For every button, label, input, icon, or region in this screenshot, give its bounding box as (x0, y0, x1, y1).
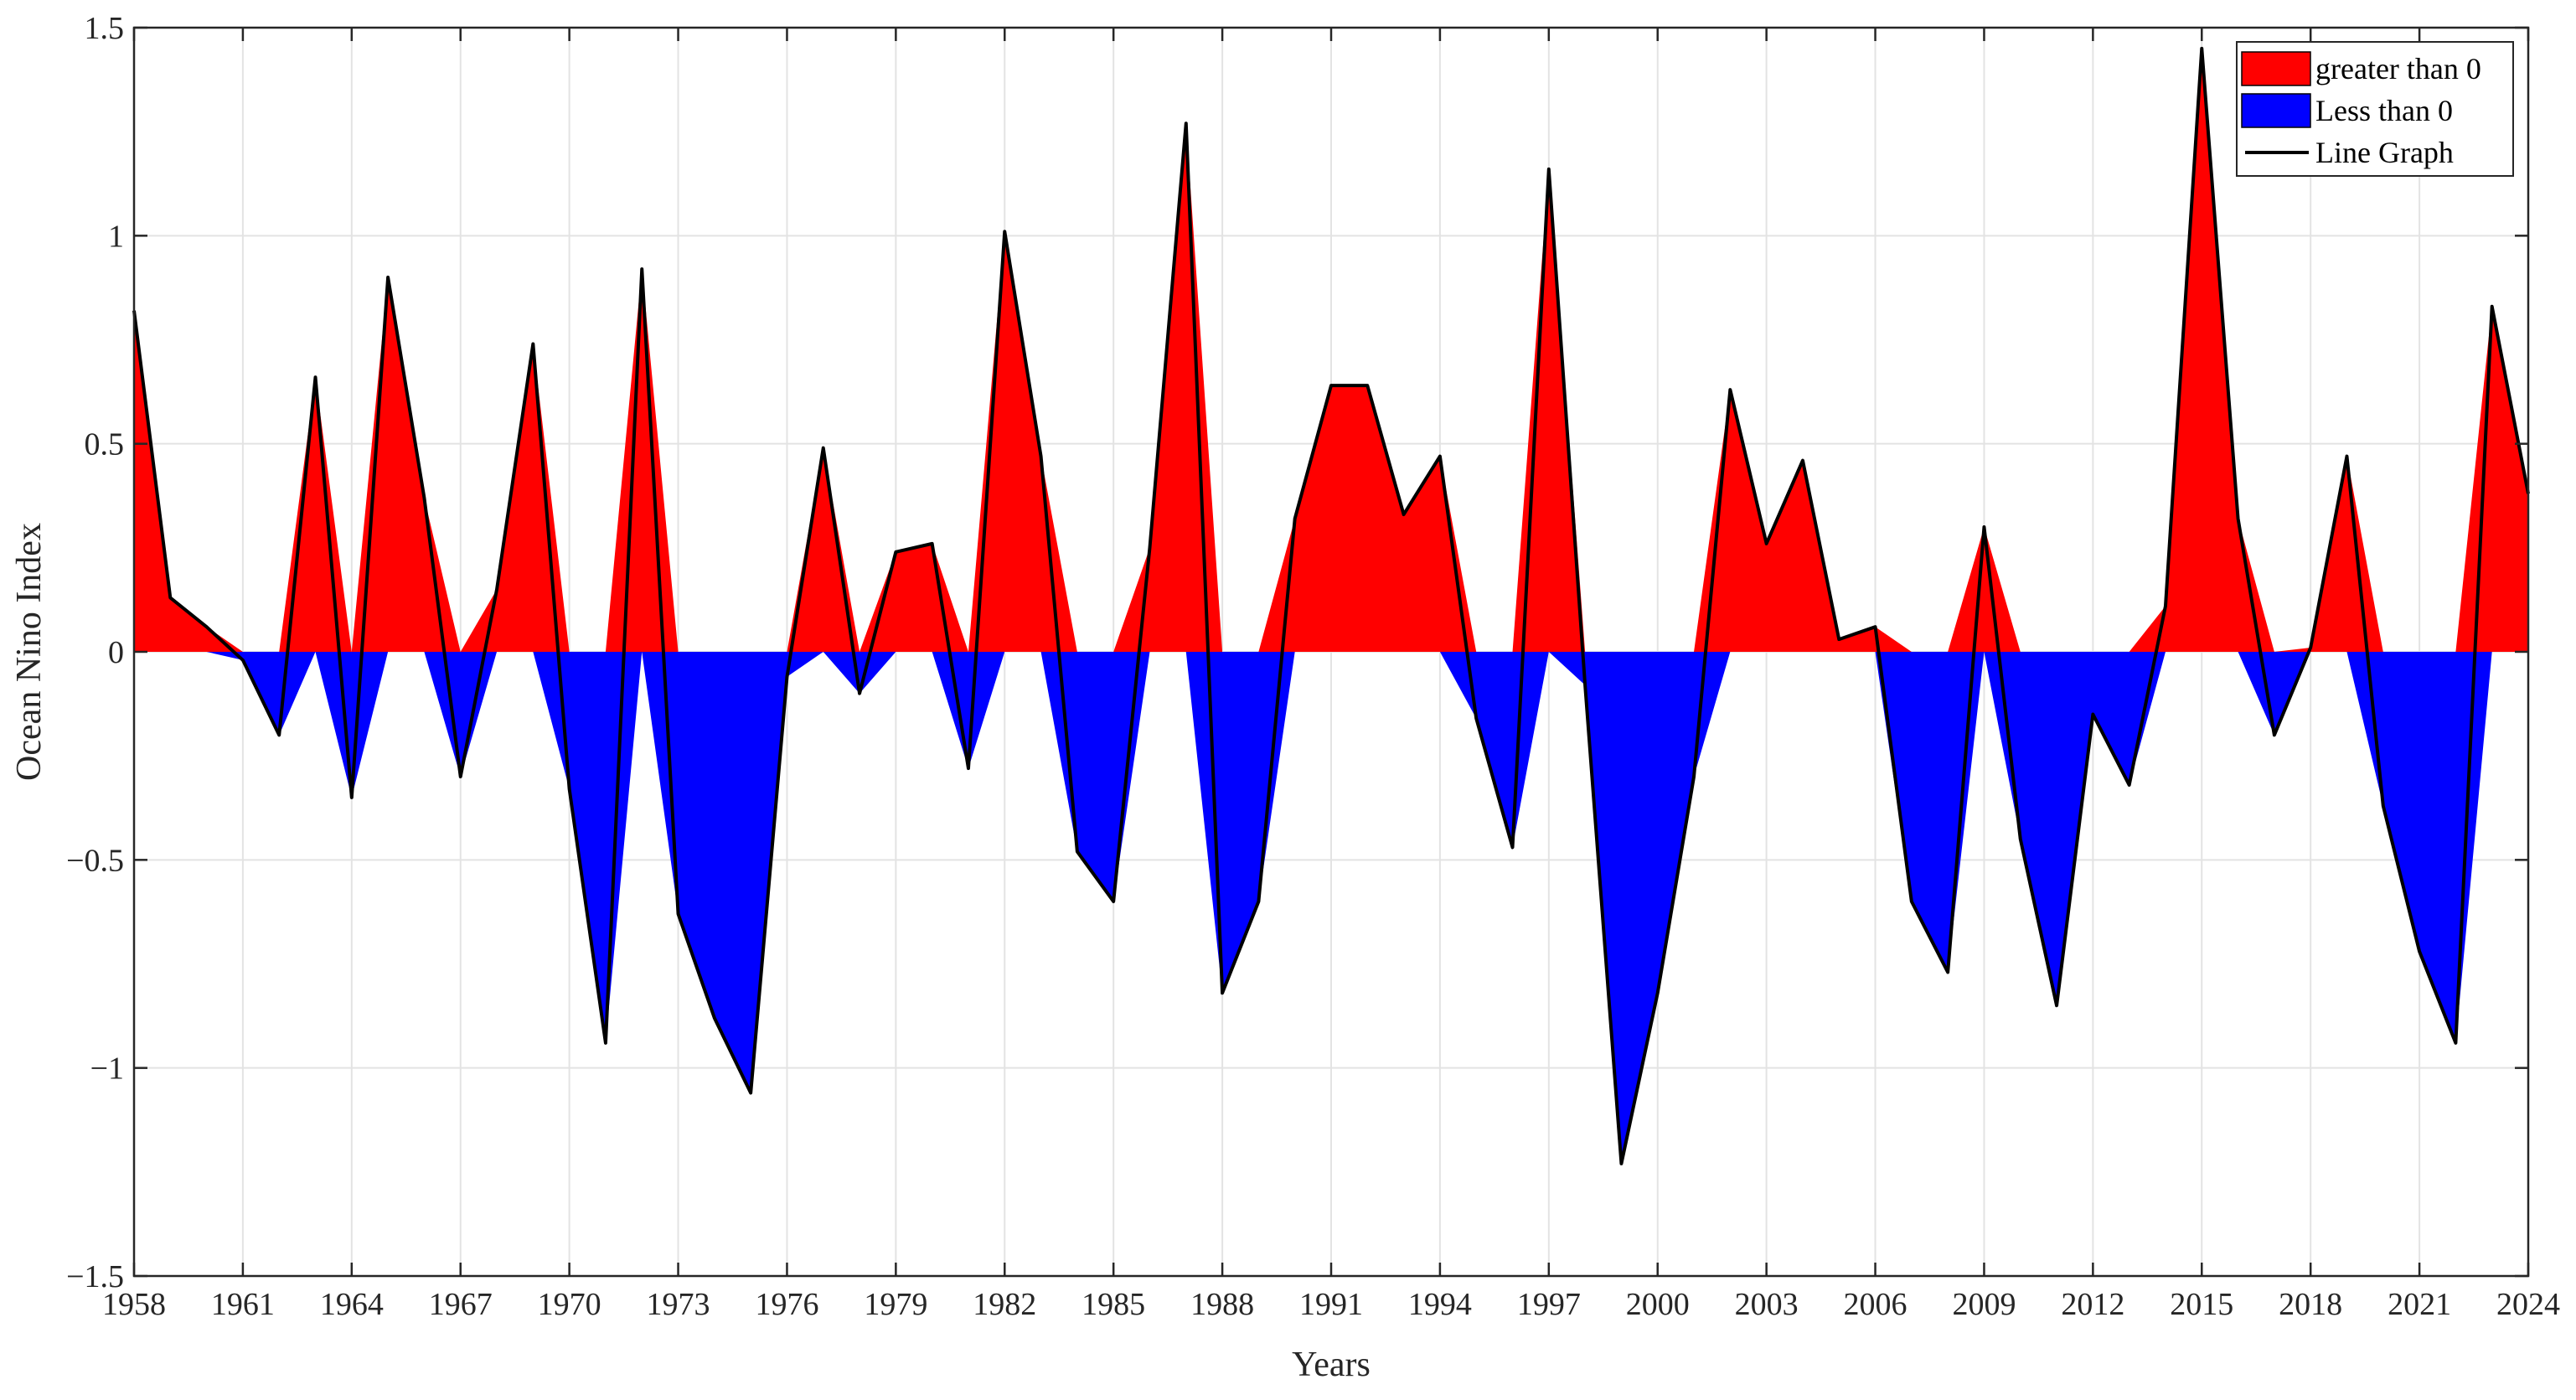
line-graph (132, 46, 2530, 1165)
x-tick-label: 1985 (1082, 1287, 1145, 1322)
y-tick-label: 1 (108, 219, 124, 254)
x-tick-labels: 1958 1961 1964 1967 1970 1973 1976 1979 1982 1985… (102, 1287, 2560, 1322)
legend-label-negative: Less than 0 (2315, 94, 2453, 127)
x-tick-label: 1958 (102, 1287, 166, 1322)
x-tick-label: 2006 (1844, 1287, 1907, 1322)
x-tick-label: 1976 (755, 1287, 818, 1322)
legend-swatch-positive (2241, 51, 2311, 86)
legend-label-line: Line Graph (2315, 136, 2454, 169)
x-tick-label: 1994 (1408, 1287, 1472, 1322)
legend: greater than 0 Less than 0 Line Graph (2236, 41, 2514, 177)
y-tick-label: −0.5 (66, 843, 124, 878)
axes (132, 26, 2530, 1278)
area-fills (134, 48, 2528, 1164)
x-tick-label: 2000 (1626, 1287, 1690, 1322)
line-graph-layer (132, 46, 2530, 1165)
x-tick-label: 2015 (2170, 1287, 2233, 1322)
x-tick-label: 1988 (1190, 1287, 1254, 1322)
x-tick-label: 1979 (864, 1287, 927, 1322)
x-tick-label: 2012 (2061, 1287, 2124, 1322)
y-axis-title: Ocean Nino Index (10, 523, 49, 781)
x-tick-label: 1961 (211, 1287, 275, 1322)
x-tick-label: 1991 (1299, 1287, 1363, 1322)
x-tick-label: 2024 (2496, 1287, 2560, 1322)
x-tick-label: 1964 (320, 1287, 384, 1322)
x-tick-label: 2018 (2279, 1287, 2342, 1322)
x-tick-label: 2003 (1735, 1287, 1799, 1322)
negative-area (134, 652, 2528, 1164)
y-tick-label: 1.5 (85, 11, 125, 46)
x-tick-label: 1967 (429, 1287, 493, 1322)
y-tick-label: 0 (108, 635, 124, 670)
x-tick-label: 2021 (2388, 1287, 2451, 1322)
y-tick-label: 0.5 (85, 427, 125, 462)
x-tick-label: 1982 (973, 1287, 1036, 1322)
x-axis-title: Years (1292, 1346, 1371, 1384)
y-tick-label: −1.5 (66, 1259, 124, 1294)
positive-area (134, 48, 2528, 653)
y-tick-label: −1 (90, 1051, 124, 1087)
x-tick-label: 1997 (1517, 1287, 1581, 1322)
x-tick-label: 1973 (647, 1287, 710, 1322)
legend-label-positive: greater than 0 (2315, 52, 2481, 85)
x-tick-label: 1970 (538, 1287, 601, 1322)
x-tick-label: 2009 (1952, 1287, 2016, 1322)
y-tick-labels: 1.5 1 0.5 0 −0.5 −1 −1.5 (66, 11, 124, 1294)
legend-swatch-negative (2241, 93, 2311, 128)
